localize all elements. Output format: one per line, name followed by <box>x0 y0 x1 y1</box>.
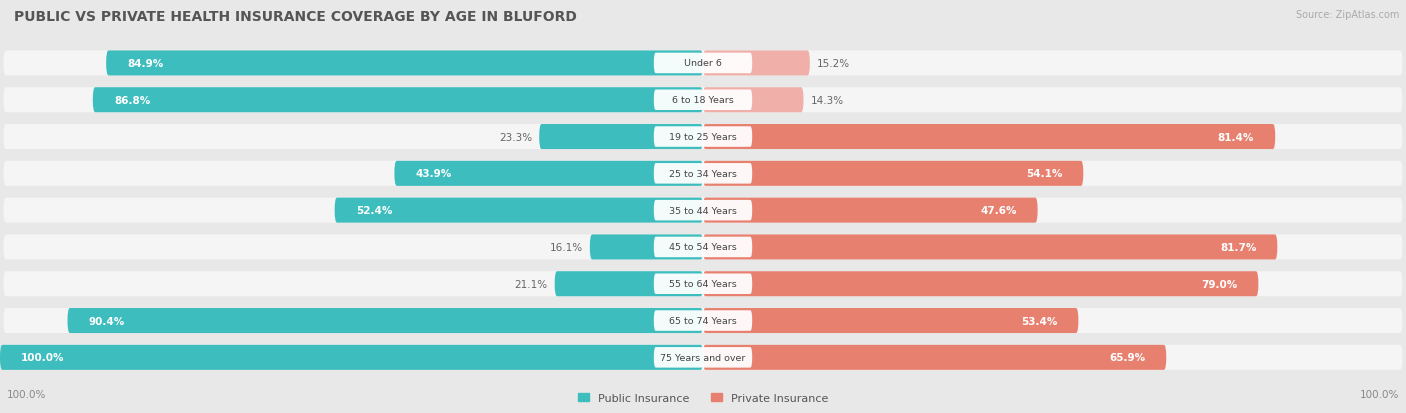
FancyBboxPatch shape <box>3 308 1403 333</box>
Text: 86.8%: 86.8% <box>114 95 150 105</box>
FancyBboxPatch shape <box>703 345 1167 370</box>
Text: Source: ZipAtlas.com: Source: ZipAtlas.com <box>1295 10 1399 20</box>
Text: Under 6: Under 6 <box>685 59 721 68</box>
Text: 16.1%: 16.1% <box>550 242 583 252</box>
Text: 100.0%: 100.0% <box>21 352 65 363</box>
FancyBboxPatch shape <box>654 237 752 258</box>
FancyBboxPatch shape <box>654 274 752 294</box>
FancyBboxPatch shape <box>654 311 752 331</box>
FancyBboxPatch shape <box>3 51 1403 76</box>
FancyBboxPatch shape <box>540 125 703 150</box>
Text: 55 to 64 Years: 55 to 64 Years <box>669 280 737 289</box>
Text: 100.0%: 100.0% <box>7 389 46 399</box>
FancyBboxPatch shape <box>654 200 752 221</box>
FancyBboxPatch shape <box>3 198 1403 223</box>
FancyBboxPatch shape <box>394 161 703 186</box>
FancyBboxPatch shape <box>3 235 1403 260</box>
FancyBboxPatch shape <box>0 345 703 370</box>
Text: 23.3%: 23.3% <box>499 132 533 142</box>
Text: 84.9%: 84.9% <box>127 59 163 69</box>
Text: 79.0%: 79.0% <box>1201 279 1237 289</box>
Text: 90.4%: 90.4% <box>89 316 125 326</box>
FancyBboxPatch shape <box>703 88 804 113</box>
Text: 35 to 44 Years: 35 to 44 Years <box>669 206 737 215</box>
FancyBboxPatch shape <box>654 90 752 111</box>
Text: 53.4%: 53.4% <box>1021 316 1057 326</box>
Text: 47.6%: 47.6% <box>980 206 1017 216</box>
Text: 25 to 34 Years: 25 to 34 Years <box>669 169 737 178</box>
FancyBboxPatch shape <box>591 235 703 260</box>
Text: 100.0%: 100.0% <box>1360 389 1399 399</box>
Text: 81.7%: 81.7% <box>1220 242 1257 252</box>
Text: 75 Years and over: 75 Years and over <box>661 353 745 362</box>
FancyBboxPatch shape <box>654 347 752 368</box>
FancyBboxPatch shape <box>3 345 1403 370</box>
FancyBboxPatch shape <box>335 198 703 223</box>
FancyBboxPatch shape <box>703 125 1275 150</box>
FancyBboxPatch shape <box>3 125 1403 150</box>
Text: 81.4%: 81.4% <box>1218 132 1254 142</box>
Text: 15.2%: 15.2% <box>817 59 851 69</box>
FancyBboxPatch shape <box>105 51 703 76</box>
FancyBboxPatch shape <box>554 272 703 297</box>
Text: 52.4%: 52.4% <box>356 206 392 216</box>
Text: 43.9%: 43.9% <box>416 169 451 179</box>
Legend: Public Insurance, Private Insurance: Public Insurance, Private Insurance <box>574 389 832 408</box>
Text: 21.1%: 21.1% <box>515 279 548 289</box>
FancyBboxPatch shape <box>3 88 1403 113</box>
Text: 54.1%: 54.1% <box>1026 169 1063 179</box>
FancyBboxPatch shape <box>654 164 752 184</box>
FancyBboxPatch shape <box>703 161 1084 186</box>
FancyBboxPatch shape <box>703 308 1078 333</box>
Text: 6 to 18 Years: 6 to 18 Years <box>672 96 734 105</box>
FancyBboxPatch shape <box>654 54 752 74</box>
FancyBboxPatch shape <box>703 198 1038 223</box>
Text: 14.3%: 14.3% <box>810 95 844 105</box>
FancyBboxPatch shape <box>703 51 810 76</box>
FancyBboxPatch shape <box>67 308 703 333</box>
FancyBboxPatch shape <box>703 235 1277 260</box>
Text: 65.9%: 65.9% <box>1109 352 1146 363</box>
FancyBboxPatch shape <box>654 127 752 147</box>
FancyBboxPatch shape <box>3 161 1403 186</box>
Text: 65 to 74 Years: 65 to 74 Years <box>669 316 737 325</box>
FancyBboxPatch shape <box>703 272 1258 297</box>
FancyBboxPatch shape <box>3 272 1403 297</box>
Text: 45 to 54 Years: 45 to 54 Years <box>669 243 737 252</box>
Text: PUBLIC VS PRIVATE HEALTH INSURANCE COVERAGE BY AGE IN BLUFORD: PUBLIC VS PRIVATE HEALTH INSURANCE COVER… <box>14 10 576 24</box>
Text: 19 to 25 Years: 19 to 25 Years <box>669 133 737 142</box>
FancyBboxPatch shape <box>93 88 703 113</box>
